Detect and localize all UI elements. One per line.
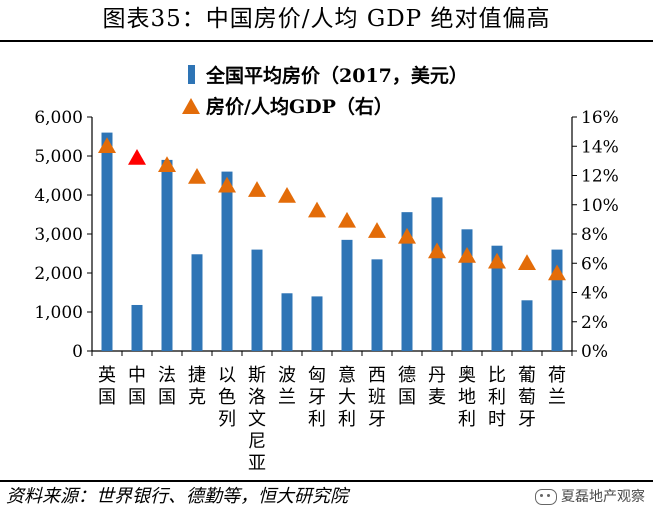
- x-tick-label: 以色列: [218, 365, 236, 430]
- ratio-marker: [218, 176, 236, 193]
- ratio-marker: [488, 252, 506, 269]
- x-tick-label: 葡萄牙: [518, 365, 536, 430]
- y-right-tick-label: 16%: [581, 108, 619, 128]
- bar: [341, 239, 353, 351]
- bar: [311, 296, 323, 351]
- bar: [191, 254, 203, 351]
- x-tick-label: 荷兰: [548, 365, 566, 408]
- title-rule: [0, 40, 653, 42]
- x-tick-label: 法国: [158, 365, 176, 408]
- bar: [551, 249, 563, 351]
- ratio-marker: [128, 148, 146, 165]
- x-tick-label: 捷克: [188, 365, 206, 408]
- x-tick-label: 英国: [98, 365, 116, 408]
- ratio-marker: [158, 156, 176, 173]
- ratio-marker: [308, 201, 326, 218]
- y-right-tick-label: 8%: [581, 225, 608, 245]
- ratio-marker: [248, 181, 266, 197]
- legend-marker-label: 房价/人均GDP（右）: [206, 95, 393, 118]
- bar: [131, 304, 143, 351]
- bar: [161, 159, 173, 351]
- ratio-marker: [188, 167, 206, 184]
- legend: 全国平均房价（2017，美元） 房价/人均GDP（右）: [182, 64, 468, 118]
- source-note: 资料来源：世界银行、德勤等，恒大研究院: [6, 486, 348, 507]
- chart: 0 1,000 2,000 3,000 4,000 5,000 6,000 0% 2% 4% 6% 8…: [34, 64, 619, 474]
- x-tick-label: 匈牙利: [308, 365, 326, 430]
- ratio-marker: [428, 242, 446, 259]
- bar: [281, 293, 293, 351]
- y-left-tick-label: 2,000: [34, 264, 83, 284]
- x-tick-label: 波兰: [278, 365, 296, 408]
- bar: [221, 171, 233, 351]
- y-left-tick-label: 6,000: [34, 108, 83, 128]
- x-tick-label: 斯洛文尼亚: [248, 365, 266, 474]
- bar: [401, 212, 413, 351]
- bar: [521, 300, 533, 351]
- bar: [461, 229, 473, 351]
- bar: [431, 197, 443, 351]
- y-right-tick-label: 0%: [581, 342, 608, 362]
- x-tick-label: 西班牙: [368, 365, 386, 430]
- legend-bar-swatch: [188, 65, 195, 84]
- ratio-marker: [548, 264, 566, 281]
- ratio-marker: [338, 211, 356, 228]
- x-tick-label: 意大利: [338, 365, 356, 430]
- y-left-tick-label: 5,000: [34, 147, 83, 167]
- y-left-tick-label: 3,000: [34, 225, 83, 245]
- watermark: 夏磊地产观察: [535, 486, 645, 508]
- figure-title: 图表35：中国房价/人均 GDP 绝对值偏高: [102, 6, 551, 32]
- y-left-tick-label: 1,000: [34, 303, 83, 323]
- ratio-marker: [98, 137, 116, 153]
- bar: [251, 249, 263, 351]
- y-right-tick-label: 14%: [581, 137, 619, 157]
- y-right-tick-label: 10%: [581, 196, 619, 216]
- legend-marker-swatch: [182, 98, 200, 114]
- legend-bar-label: 全国平均房价（2017，美元）: [205, 64, 468, 87]
- source-rule: [0, 480, 653, 482]
- ratio-marker: [278, 186, 296, 203]
- x-tick-label: 比利时: [488, 365, 506, 430]
- y-right-tick-label: 6%: [581, 254, 608, 274]
- y-right-tick-label: 12%: [581, 167, 619, 187]
- y-left-tick-label: 4,000: [34, 186, 83, 206]
- watermark-label: 夏磊地产观察: [561, 489, 645, 505]
- ratio-marker: [368, 222, 386, 238]
- x-tick-label: 丹麦: [428, 365, 446, 408]
- x-tick-label: 奥地利: [458, 365, 476, 430]
- bar: [371, 259, 383, 351]
- x-tick-label: 中国: [128, 365, 146, 408]
- wechat-icon: [535, 489, 557, 505]
- y-right-tick-label: 4%: [581, 284, 608, 304]
- y-right-tick-label: 2%: [581, 313, 608, 333]
- x-tick-label: 德国: [398, 365, 416, 408]
- y-left-tick-label: 0: [72, 342, 83, 362]
- bar: [101, 132, 113, 351]
- bar: [491, 245, 503, 351]
- ratio-marker: [518, 254, 536, 270]
- ratio-marker: [398, 227, 416, 244]
- ratio-marker: [458, 246, 476, 263]
